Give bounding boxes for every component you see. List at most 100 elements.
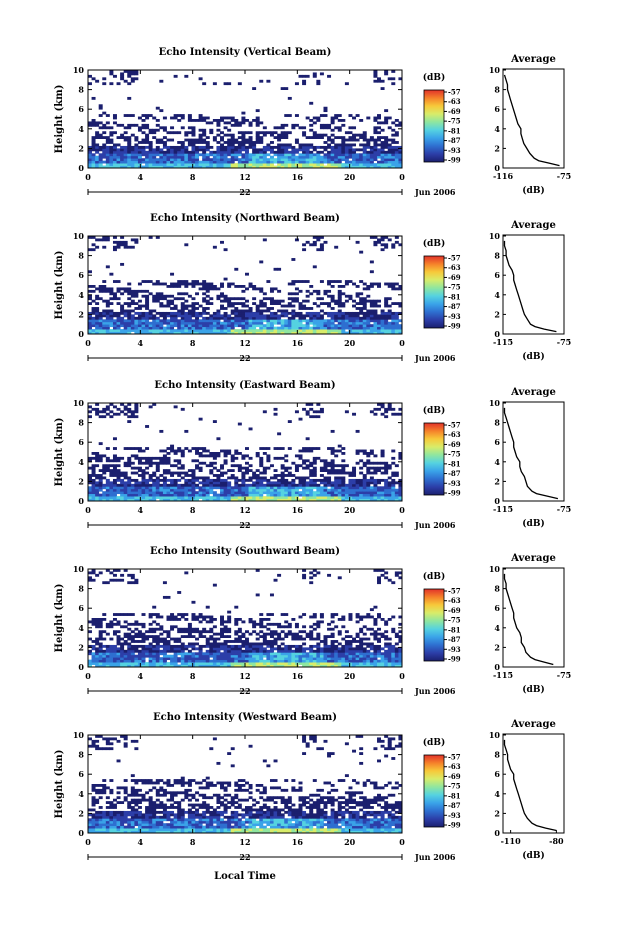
heatmap-cell xyxy=(391,70,396,73)
heatmap-cell xyxy=(223,165,228,169)
heatmap-cell xyxy=(230,491,235,495)
heatmap-cell xyxy=(91,456,96,460)
heatmap-cell xyxy=(273,642,278,646)
date-label: 22 xyxy=(239,353,250,363)
heatmap-cell xyxy=(237,160,242,164)
heatmap-cell xyxy=(330,461,335,465)
heatmap-cell xyxy=(266,143,271,147)
heatmap-cell xyxy=(273,630,278,634)
heatmap-cell xyxy=(312,474,317,477)
heatmap-cell xyxy=(148,292,153,296)
heatmap-cell xyxy=(88,649,92,653)
heatmap-cell xyxy=(269,476,274,480)
heatmap-cell xyxy=(120,148,125,152)
heatmap-cell xyxy=(223,331,228,335)
heatmap-cell xyxy=(162,141,167,144)
heatmap-cell xyxy=(145,329,150,332)
heatmap-cell xyxy=(284,309,289,313)
heatmap-cell xyxy=(337,128,342,132)
heatmap-cell xyxy=(380,491,385,495)
heatmap-cell xyxy=(323,466,328,470)
heatmap-cell xyxy=(145,654,150,658)
heatmap-cell xyxy=(262,618,267,621)
heatmap-cell xyxy=(202,316,207,320)
heatmap-cell xyxy=(309,292,314,296)
heatmap-cell xyxy=(377,165,381,169)
heatmap-cell xyxy=(334,493,339,497)
heatmap-cell xyxy=(327,150,332,154)
heatmap-cell xyxy=(309,649,314,653)
heatmap-cell xyxy=(269,311,274,315)
heatmap-cell xyxy=(187,627,192,631)
heatmap-cell xyxy=(287,96,292,100)
heatmap-cell xyxy=(369,136,374,139)
heatmap-cell xyxy=(259,321,264,325)
heatmap-cell xyxy=(127,150,132,154)
heatmap-cell xyxy=(155,496,160,499)
heatmap-cell xyxy=(127,326,132,330)
heatmap-cell xyxy=(273,321,278,325)
heatmap-cell xyxy=(227,481,232,485)
heatmap-cell xyxy=(248,649,253,653)
heatmap-cell xyxy=(359,311,364,315)
heatmap-cell xyxy=(255,314,260,318)
heatmap-cell xyxy=(116,498,121,502)
heatmap-cell xyxy=(120,642,125,646)
heatmap-cell xyxy=(234,644,239,648)
heatmap-cell xyxy=(359,483,364,487)
heatmap-cell xyxy=(127,659,132,663)
heatmap-cell xyxy=(102,464,107,468)
heatmap-cell xyxy=(384,163,389,166)
heatmap-cell xyxy=(319,245,324,249)
heatmap-cell xyxy=(277,160,282,164)
heatmap-cell xyxy=(173,165,178,169)
heatmap-cell xyxy=(380,160,385,164)
average-profile-line xyxy=(503,74,560,167)
heatmap-cell xyxy=(366,116,371,120)
heatmap-cell xyxy=(234,491,239,495)
heatmap-cell xyxy=(245,644,249,648)
heatmap-cell xyxy=(269,133,274,137)
heatmap-cell xyxy=(384,319,389,323)
heatmap-cell xyxy=(159,158,164,162)
heatmap-cell xyxy=(337,481,342,485)
heatmap-cell xyxy=(334,491,339,495)
heatmap-cell xyxy=(127,82,132,86)
heatmap-cell xyxy=(191,657,196,661)
heatmap-cell xyxy=(259,150,264,154)
heatmap-cell xyxy=(102,657,107,661)
heatmap-cell xyxy=(166,299,171,303)
heatmap-cell xyxy=(155,141,160,144)
heatmap-cell xyxy=(273,474,278,477)
heatmap-cell xyxy=(88,294,92,298)
heatmap-cell xyxy=(212,329,217,332)
heatmap-cell xyxy=(387,321,392,325)
heatmap-cell xyxy=(127,72,132,76)
heatmap-cell xyxy=(259,309,264,313)
heatmap-cell xyxy=(184,493,189,497)
heatmap-cell xyxy=(362,133,367,137)
heatmap-cell xyxy=(223,163,228,166)
heatmap-cell xyxy=(212,321,217,325)
heatmap-cell xyxy=(120,262,125,266)
heatmap-cell xyxy=(377,481,381,485)
heatmap-cell xyxy=(387,483,392,487)
heatmap-cell xyxy=(391,488,396,492)
heatmap-cell xyxy=(112,662,117,665)
heatmap-cell xyxy=(123,496,128,499)
heatmap-cell xyxy=(116,331,121,335)
heatmap-cell xyxy=(209,483,214,487)
heatmap-cell xyxy=(195,292,200,296)
heatmap-cell xyxy=(212,454,217,458)
heatmap-cell xyxy=(91,474,96,477)
heatmap-cell xyxy=(362,324,367,328)
heatmap-cell xyxy=(330,329,335,332)
heatmap-cell xyxy=(330,483,335,487)
heatmap-cell xyxy=(177,314,182,318)
heatmap-cell xyxy=(98,630,103,634)
heatmap-cell xyxy=(91,143,96,147)
heatmap-cell xyxy=(98,483,103,487)
heatmap-cell xyxy=(230,133,235,137)
heatmap-cell xyxy=(352,311,357,315)
